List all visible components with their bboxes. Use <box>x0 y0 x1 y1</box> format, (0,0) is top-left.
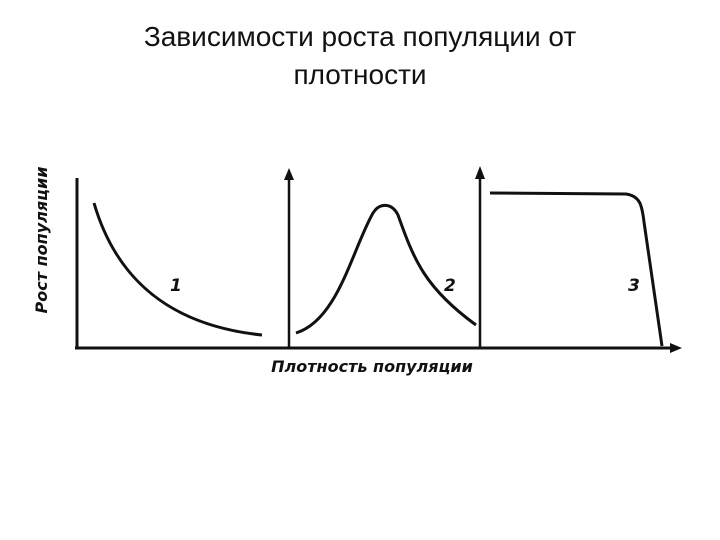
panel3-y-axis-arrowhead <box>475 166 485 179</box>
curve-1-number: 1 <box>170 276 182 296</box>
slide-title-line1: Зависимости роста популяции от <box>143 21 577 52</box>
panel2-y-axis-arrowhead <box>284 168 294 180</box>
slide-title-line2: плотности <box>293 59 427 90</box>
curve-2-number: 2 <box>444 276 456 296</box>
y-axis-label: Рост популяции <box>32 166 51 314</box>
curve-3 <box>489 191 664 347</box>
curve-1 <box>92 202 263 337</box>
x-axis-arrowhead <box>670 343 682 353</box>
slide-title: Зависимости роста популяции от плотности <box>60 18 660 94</box>
x-axis-label: Плотность популяции <box>271 357 473 376</box>
curve-3-number: 3 <box>628 276 640 296</box>
curve-2 <box>295 203 477 335</box>
